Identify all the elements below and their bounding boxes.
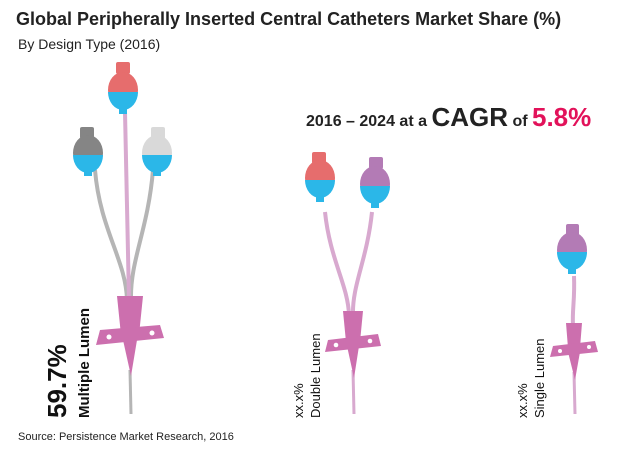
tube-main xyxy=(570,275,577,326)
tube-right xyxy=(350,211,374,316)
tube-tail xyxy=(351,369,356,415)
cagr-callout: 2016 – 2024 at a CAGR of 5.8% xyxy=(306,102,591,133)
cap-purple xyxy=(557,224,587,274)
cap-white-right xyxy=(142,127,172,176)
cap-gray-left xyxy=(73,127,103,176)
multiple-lumen-catheter-icon xyxy=(73,62,172,415)
value-label-single-lumen: xx.x% xyxy=(515,383,530,418)
chart-title: Global Peripherally Inserted Central Cat… xyxy=(16,9,562,29)
single-lumen-catheter-icon xyxy=(550,224,598,415)
cap-purple xyxy=(360,157,390,208)
hub-multiple xyxy=(96,296,164,376)
cagr-of: of xyxy=(508,113,532,130)
tube-tail xyxy=(128,369,133,415)
category-label-multiple-lumen: Multiple Lumen xyxy=(76,308,93,418)
double-lumen-catheter-icon xyxy=(305,152,390,415)
category-label-single-lumen: Single Lumen xyxy=(532,338,547,419)
hub-single xyxy=(550,323,598,380)
cagr-prefix: 2016 – 2024 at a xyxy=(306,113,432,130)
hub-double xyxy=(325,311,381,378)
tube-gray-right xyxy=(128,169,155,301)
chart-subtitle: By Design Type (2016) xyxy=(18,36,161,52)
tube-purple-center xyxy=(123,111,131,301)
source-note: Source: Persistence Market Research, 201… xyxy=(18,431,234,443)
cap-red-top xyxy=(108,62,138,114)
tube-tail xyxy=(572,371,577,415)
value-label-multiple-lumen: 59.7% xyxy=(42,344,72,418)
tube-left xyxy=(323,211,351,316)
category-label-double-lumen: Double Lumen xyxy=(308,333,323,418)
tube-gray-left xyxy=(93,169,129,301)
cap-red xyxy=(305,152,335,202)
value-label-double-lumen: xx.x% xyxy=(291,383,306,418)
cagr-word: CAGR xyxy=(431,102,508,132)
cagr-value: 5.8% xyxy=(532,102,592,132)
